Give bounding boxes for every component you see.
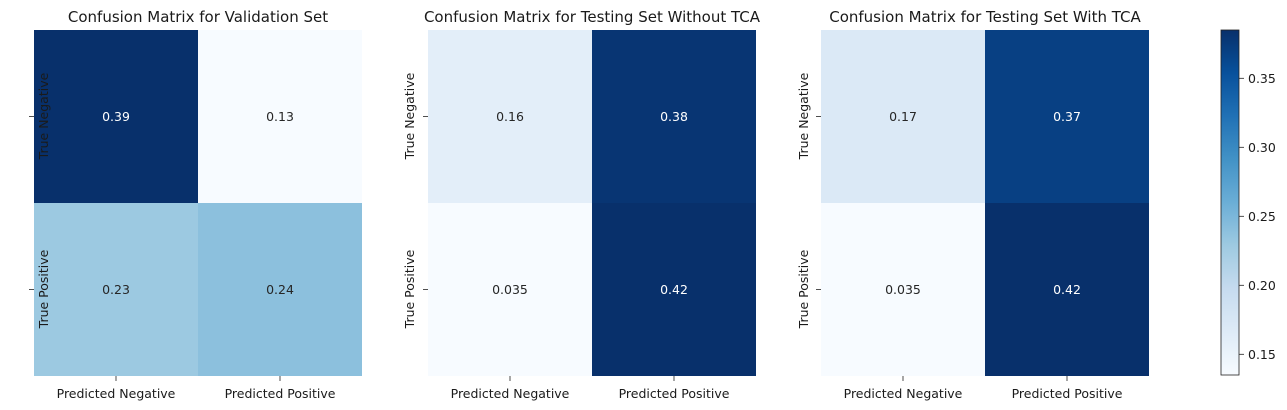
cell-value-label: 0.13 <box>266 109 294 124</box>
y-tick-label-true-positive: True Positive <box>402 249 417 329</box>
colorbar-tick-label: 0.30 <box>1248 140 1276 155</box>
heatmap-cell <box>428 30 592 203</box>
heatmap-validation: Confusion Matrix for Validation Set 0.39… <box>29 8 362 401</box>
cell-value-label: 0.24 <box>266 282 294 297</box>
heatmap-cell <box>985 203 1149 376</box>
chart-title: Confusion Matrix for Validation Set <box>68 8 328 26</box>
x-tick-label-predicted-positive: Predicted Positive <box>225 386 336 401</box>
cell-value-label: 0.23 <box>102 282 130 297</box>
y-tick-label-true-negative: True Negative <box>36 72 51 160</box>
cell-value-label: 0.39 <box>102 109 130 124</box>
colorbar-tick-label: 0.15 <box>1248 347 1276 362</box>
heatmap-cell <box>592 203 756 376</box>
x-tick-label-predicted-negative: Predicted Negative <box>451 386 570 401</box>
colorbar-tick-label: 0.25 <box>1248 209 1276 224</box>
cell-value-label: 0.035 <box>492 282 528 297</box>
x-tick-label-predicted-negative: Predicted Negative <box>844 386 963 401</box>
colorbar-tick-label: 0.20 <box>1248 278 1276 293</box>
y-tick-label-true-negative: True Negative <box>402 72 417 160</box>
heatmap-cell <box>34 203 198 376</box>
heatmap-cell <box>592 30 756 203</box>
cell-value-label: 0.035 <box>885 282 921 297</box>
heatmap-cell <box>34 30 198 203</box>
heatmap-testing-with-tca: Confusion Matrix for Testing Set With TC… <box>796 8 1149 401</box>
chart-title: Confusion Matrix for Testing Set With TC… <box>829 8 1141 26</box>
cell-value-label: 0.38 <box>660 109 688 124</box>
heatmap-cell <box>428 203 592 376</box>
x-tick-label-predicted-positive: Predicted Positive <box>1012 386 1123 401</box>
colorbar-gradient <box>1220 29 1240 376</box>
heatmap-cell <box>821 203 985 376</box>
heatmap-cell <box>198 30 362 203</box>
colorbar-tick-label: 0.35 <box>1248 71 1276 86</box>
y-tick-label-true-negative: True Negative <box>796 72 811 160</box>
heatmap-testing-without-tca: Confusion Matrix for Testing Set Without… <box>402 8 761 401</box>
cell-value-label: 0.16 <box>496 109 524 124</box>
chart-title: Confusion Matrix for Testing Set Without… <box>424 8 761 26</box>
x-tick-label-predicted-negative: Predicted Negative <box>57 386 176 401</box>
y-tick-label-true-positive: True Positive <box>796 249 811 329</box>
y-tick-mark <box>29 116 281 381</box>
x-tick-label-predicted-positive: Predicted Positive <box>619 386 730 401</box>
y-tick-mark <box>816 116 1068 381</box>
cell-value-label: 0.42 <box>660 282 688 297</box>
heatmap-cell <box>821 30 985 203</box>
heatmap-cell <box>985 30 1149 203</box>
heatmap-cell <box>198 203 362 376</box>
y-tick-label-true-positive: True Positive <box>36 249 51 329</box>
cell-value-label: 0.17 <box>889 109 917 124</box>
colorbar: 0.15 0.20 0.25 0.30 0.35 <box>1220 29 1276 376</box>
y-tick-mark <box>423 116 675 381</box>
cell-value-label: 0.42 <box>1053 282 1081 297</box>
cell-value-label: 0.37 <box>1053 109 1081 124</box>
